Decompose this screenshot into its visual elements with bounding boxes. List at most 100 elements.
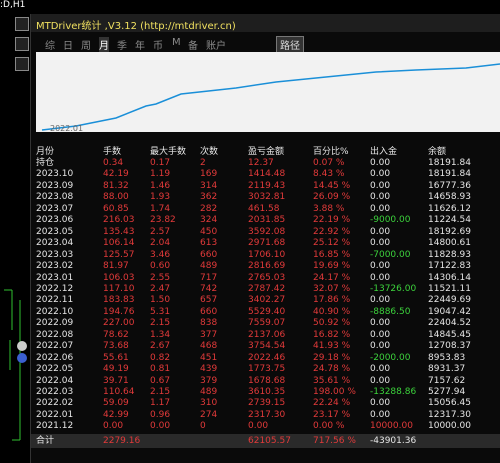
icon[interactable]: [15, 57, 29, 71]
tab[interactable]: 币: [153, 41, 163, 52]
icon[interactable]: [15, 37, 29, 51]
tab[interactable]: 综: [45, 41, 55, 52]
balance-cell: 11521.11: [428, 283, 471, 294]
path-button[interactable]: 路径: [276, 36, 304, 53]
percent-cell: 0.07 %: [313, 158, 345, 168]
percent-cell: 24.17 %: [313, 272, 351, 283]
tab[interactable]: 周: [81, 41, 91, 52]
percent-cell: 16.82 %: [313, 329, 351, 340]
month-cell: 2022.12: [36, 283, 74, 294]
max-lots-cell: 1.93: [150, 192, 171, 203]
profit-cell: 1773.75: [248, 364, 286, 375]
month-cell: 2022.10: [36, 306, 74, 317]
count-cell: 282: [200, 203, 218, 214]
tab[interactable]: 日: [63, 41, 73, 52]
balance-cell: 8931.37: [428, 364, 466, 375]
tab[interactable]: 年: [135, 41, 145, 52]
deposit-cell: 0.00: [370, 329, 391, 340]
lots-cell: 73.68: [103, 341, 129, 352]
max-lots-cell: 1.17: [150, 398, 171, 409]
balance-cell: 12317.30: [428, 409, 471, 420]
lots-cell: 39.71: [103, 375, 129, 386]
profit-cell: 461.58: [248, 203, 280, 214]
column-header: 次数: [200, 147, 219, 157]
max-lots-cell: 2.57: [150, 226, 171, 237]
total-month: 合计: [36, 436, 55, 446]
tab[interactable]: 月: [99, 37, 109, 52]
month-cell: 2023.04: [36, 238, 74, 249]
balance-cell: 14658.93: [428, 192, 471, 203]
percent-cell: 22.92 %: [313, 226, 351, 237]
balance-cell: 14800.61: [428, 238, 471, 249]
balance-cell: 11828.93: [428, 249, 471, 260]
count-cell: 362: [200, 192, 218, 203]
balance-cell: 18192.69: [428, 226, 471, 237]
balance-cell: 8953.83: [428, 352, 466, 363]
month-cell: 2023.09: [36, 180, 74, 191]
column-header: 月份: [36, 147, 55, 157]
count-cell: 838: [200, 318, 218, 329]
deposit-cell: -13726.00: [370, 283, 417, 294]
profit-cell: 2022.46: [248, 352, 286, 363]
deposit-cell: 0.00: [370, 192, 391, 203]
max-lots-cell: 3.46: [150, 249, 171, 260]
max-lots-cell: 2.15: [150, 387, 171, 397]
column-header: 盈亏金额: [248, 147, 285, 157]
profit-cell: 2971.68: [248, 238, 286, 249]
month-cell: 2022.09: [36, 318, 74, 329]
count-cell: 717: [200, 272, 218, 283]
profit-cell: 5529.40: [248, 306, 286, 317]
deposit-cell: 0.00: [370, 261, 391, 272]
count-cell: 169: [200, 169, 218, 180]
deposit-cell: -13288.86: [370, 387, 417, 397]
deposit-cell: 0.00: [370, 409, 391, 420]
percent-cell: 0.00 %: [313, 421, 345, 432]
lots-cell: 0.00: [103, 421, 124, 432]
lots-cell: 117.10: [103, 283, 135, 294]
max-lots-cell: 2.47: [150, 283, 171, 294]
count-cell: 660: [200, 249, 218, 260]
balance-cell: 18191.84: [428, 158, 471, 168]
balance-chart: [36, 52, 500, 132]
tab[interactable]: M: [172, 37, 181, 48]
percent-cell: 22.19 %: [313, 215, 351, 226]
percent-cell: 26.09 %: [313, 192, 351, 203]
balance-cell: 22404.52: [428, 318, 471, 329]
percent-cell: 35.61 %: [313, 375, 351, 386]
max-lots-cell: 0.00: [150, 421, 171, 432]
profit-cell: 3402.27: [248, 295, 286, 306]
total-percent: 717.56 %: [313, 436, 356, 446]
count-cell: 742: [200, 283, 218, 294]
profit-cell: 1706.10: [248, 249, 286, 260]
count-cell: 377: [200, 329, 218, 340]
tab[interactable]: 账户: [206, 41, 226, 52]
column-header: 最大手数: [150, 147, 187, 157]
profit-cell: 2816.69: [248, 261, 286, 272]
count-cell: 0: [200, 421, 206, 432]
balance-cell: 19047.42: [428, 306, 471, 317]
month-cell: 持仓: [36, 158, 55, 168]
count-cell: 451: [200, 352, 218, 363]
column-header: 出入金: [370, 147, 398, 157]
icon[interactable]: [15, 17, 29, 31]
lots-cell: 0.34: [103, 158, 124, 168]
balance-cell: 10000.00: [428, 421, 471, 432]
profit-cell: 2765.03: [248, 272, 286, 283]
total-deposit: -43901.36: [370, 436, 417, 446]
max-lots-cell: 0.81: [150, 364, 171, 375]
lots-cell: 42.99: [103, 409, 129, 420]
profit-cell: 3610.35: [248, 387, 286, 397]
lots-cell: 49.19: [103, 364, 129, 375]
column-header: 余额: [428, 147, 447, 157]
month-cell: 2023.06: [36, 215, 74, 226]
percent-cell: 22.24 %: [313, 398, 351, 409]
tab[interactable]: 备: [188, 41, 198, 52]
percent-cell: 25.12 %: [313, 238, 351, 249]
percent-cell: 198.00 %: [313, 387, 356, 397]
count-cell: 613: [200, 238, 218, 249]
month-cell: 2023.07: [36, 203, 74, 214]
column-header: 手数: [103, 147, 122, 157]
month-cell: 2023.08: [36, 192, 74, 203]
month-cell: 2022.07: [36, 341, 74, 352]
tab[interactable]: 季: [117, 41, 127, 52]
